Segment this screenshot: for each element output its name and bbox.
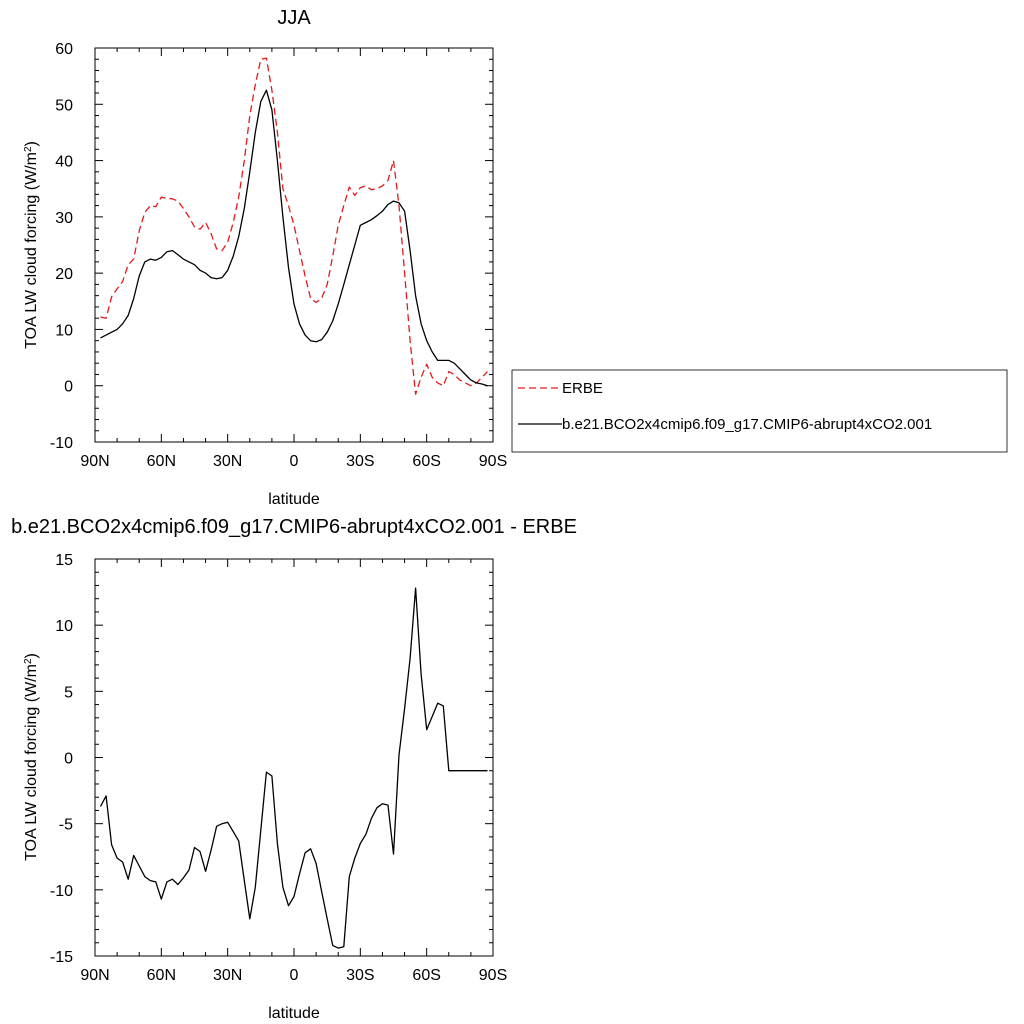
bottom-panel: b.e21.BCO2x4cmip6.f09_g17.CMIP6-abrupt4x…	[11, 516, 577, 1022]
x-tick-label: 30N	[213, 967, 242, 984]
x-tick-label: 90S	[479, 453, 507, 470]
legend-box	[511, 369, 1008, 453]
y-tick-label: 0	[64, 751, 73, 768]
y-tick-label: 10	[55, 618, 73, 635]
top-panel: JJA 90N 60N 30N 0 30S 60S 90S -10 0 10 20 30 40 50 60…	[23, 7, 1008, 508]
top-series-line-1	[100, 89, 488, 387]
bottom-y-ticks: -15 -10 -5 0 5 10 15	[50, 552, 493, 966]
x-tick-label: 60N	[147, 453, 176, 470]
y-tick-label: 60	[55, 41, 73, 58]
bottom-series-line-0	[99, 587, 488, 949]
top-x-ticks: 90N 60N 30N 0 30S 60S 90S	[80, 48, 507, 470]
x-tick-label: 60N	[147, 967, 176, 984]
top-chart-title: JJA	[277, 7, 311, 29]
top-y-ticks: -10 0 10 20 30 40 50 60	[50, 41, 493, 452]
x-tick-label: 0	[290, 453, 299, 470]
top-series-line-0	[100, 57, 488, 395]
y-tick-label: -10	[50, 883, 73, 900]
x-tick-label: 30N	[213, 453, 242, 470]
bottom-chart-title: b.e21.BCO2x4cmip6.f09_g17.CMIP6-abrupt4x…	[11, 516, 577, 538]
legend: ERBE b.e21.BCO2x4cmip6.f09_g17.CMIP6-abr…	[511, 369, 1008, 453]
bottom-x-ticks: 90N 60N 30N 0 30S 60S 90S	[80, 559, 507, 984]
x-tick-label: 90S	[479, 967, 507, 984]
x-tick-label: 0	[290, 967, 299, 984]
top-plot-frame	[94, 47, 494, 443]
x-tick-label: 60S	[412, 967, 440, 984]
x-tick-label: 90N	[80, 967, 109, 984]
y-tick-label: 30	[55, 210, 73, 227]
y-tick-label: -5	[59, 817, 73, 834]
top-series-lines	[100, 57, 488, 395]
bottom-y-axis-label: TOA LW cloud forcing (W/m2)	[23, 653, 41, 861]
y-tick-label: 40	[55, 154, 73, 171]
x-tick-label: 30S	[346, 967, 374, 984]
x-tick-label: 30S	[346, 453, 374, 470]
legend-label-model: b.e21.BCO2x4cmip6.f09_g17.CMIP6-abrupt4x…	[562, 416, 932, 433]
y-tick-label: 20	[55, 266, 73, 283]
legend-label-erbe: ERBE	[562, 380, 603, 397]
y-tick-label: 0	[64, 379, 73, 396]
top-x-axis-label: latitude	[268, 491, 320, 508]
y-tick-label: 10	[55, 322, 73, 339]
y-tick-label: -10	[50, 435, 73, 452]
y-tick-label: 50	[55, 97, 73, 114]
x-tick-label: 90N	[80, 453, 109, 470]
top-y-axis-label: TOA LW cloud forcing (W/m2)	[23, 141, 41, 349]
x-tick-label: 60S	[412, 453, 440, 470]
y-tick-label: -15	[50, 949, 73, 966]
bottom-x-axis-label: latitude	[268, 1005, 320, 1022]
bottom-series-lines	[99, 587, 488, 949]
y-tick-label: 15	[55, 552, 73, 569]
y-tick-label: 5	[64, 684, 73, 701]
